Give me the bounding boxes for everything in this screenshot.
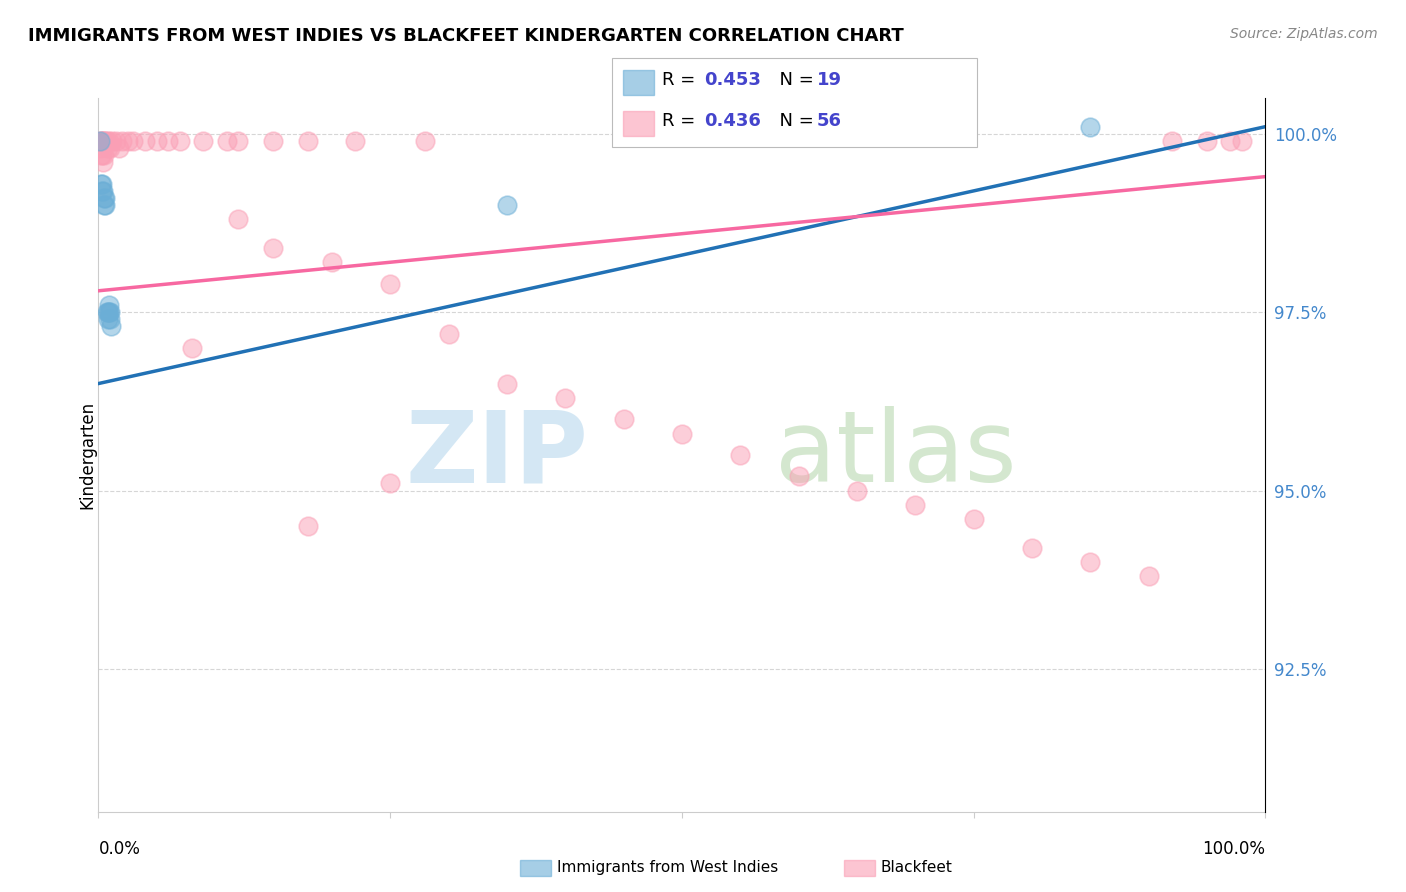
Text: atlas: atlas	[775, 407, 1017, 503]
Point	[94, 191, 117, 205]
Point	[93, 134, 115, 148]
Text: N =: N =	[768, 112, 820, 130]
Point	[98, 305, 121, 319]
Text: Source: ZipAtlas.com: Source: ZipAtlas.com	[1230, 27, 1378, 41]
Point	[215, 134, 238, 148]
Point	[117, 134, 139, 148]
Point	[91, 155, 114, 169]
Point	[1080, 555, 1102, 569]
Point	[380, 277, 402, 291]
Point	[554, 391, 576, 405]
Point	[111, 134, 134, 148]
Point	[93, 148, 115, 162]
Point	[193, 134, 215, 148]
Point	[91, 184, 114, 198]
Point	[108, 141, 131, 155]
Point	[90, 184, 112, 198]
Point	[97, 298, 120, 312]
Point	[228, 134, 250, 148]
Text: Blackfeet: Blackfeet	[880, 860, 952, 874]
Text: 0.0%: 0.0%	[98, 840, 141, 858]
Point	[496, 376, 519, 391]
Point	[1080, 120, 1102, 134]
Point	[134, 134, 156, 148]
Point	[344, 134, 367, 148]
Point	[228, 212, 250, 227]
Point	[297, 134, 319, 148]
Point	[100, 319, 122, 334]
Point	[97, 305, 120, 319]
Text: ZIP: ZIP	[406, 407, 589, 503]
Point	[157, 134, 180, 148]
Point	[1230, 134, 1253, 148]
Point	[97, 134, 120, 148]
Point	[90, 134, 112, 148]
Point	[437, 326, 460, 341]
Text: Immigrants from West Indies: Immigrants from West Indies	[557, 860, 778, 874]
Point	[730, 448, 752, 462]
Point	[262, 241, 284, 255]
Point	[93, 198, 115, 212]
Point	[962, 512, 984, 526]
Point	[1219, 134, 1241, 148]
Point	[321, 255, 343, 269]
Point	[104, 134, 127, 148]
Text: 0.436: 0.436	[704, 112, 761, 130]
Text: IMMIGRANTS FROM WEST INDIES VS BLACKFEET KINDERGARTEN CORRELATION CHART: IMMIGRANTS FROM WEST INDIES VS BLACKFEET…	[28, 27, 904, 45]
Point	[97, 312, 120, 326]
Point	[96, 305, 118, 319]
Point	[262, 134, 284, 148]
Y-axis label: Kindergarten: Kindergarten	[79, 401, 96, 509]
Point	[89, 141, 111, 155]
Text: N =: N =	[768, 71, 820, 89]
Point	[169, 134, 191, 148]
Point	[1161, 134, 1184, 148]
Text: 56: 56	[817, 112, 842, 130]
Point	[1137, 569, 1160, 583]
Point	[613, 412, 636, 426]
Point	[97, 305, 120, 319]
Text: R =: R =	[662, 112, 702, 130]
Point	[93, 191, 115, 205]
Point	[413, 134, 436, 148]
Text: 19: 19	[817, 71, 842, 89]
Point	[122, 134, 145, 148]
Point	[496, 198, 519, 212]
Point	[97, 141, 120, 155]
Point	[98, 141, 121, 155]
Point	[380, 476, 402, 491]
Point	[90, 134, 112, 148]
Point	[1195, 134, 1218, 148]
Point	[671, 426, 693, 441]
Text: R =: R =	[662, 71, 702, 89]
Text: 0.453: 0.453	[704, 71, 761, 89]
Point	[94, 134, 117, 148]
Point	[787, 469, 810, 483]
Point	[180, 341, 202, 355]
Point	[846, 483, 869, 498]
Point	[91, 134, 114, 148]
Point	[90, 177, 112, 191]
Point	[90, 148, 112, 162]
Point	[1021, 541, 1043, 555]
Point	[94, 198, 117, 212]
Point	[89, 134, 111, 148]
Point	[297, 519, 319, 533]
Point	[89, 134, 111, 148]
Point	[98, 312, 121, 326]
Point	[101, 134, 124, 148]
Text: 100.0%: 100.0%	[1202, 840, 1265, 858]
Point	[90, 148, 112, 162]
Point	[96, 134, 118, 148]
Point	[90, 177, 112, 191]
Point	[146, 134, 169, 148]
Point	[904, 498, 927, 512]
